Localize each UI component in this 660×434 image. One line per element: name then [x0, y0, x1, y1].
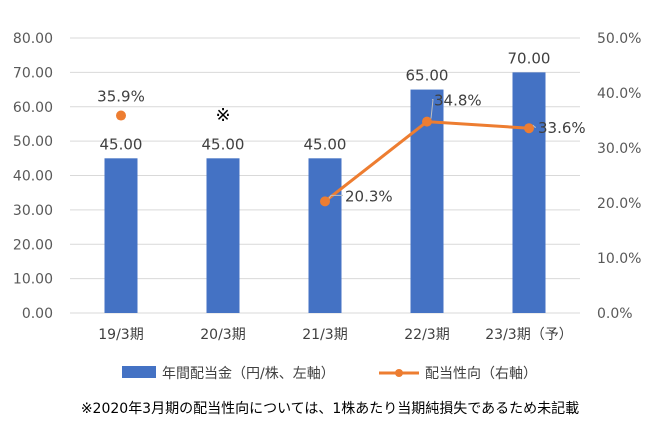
y-left-tick: 0.00 [22, 306, 53, 322]
y-left-tick: 60.00 [13, 100, 53, 116]
y-left-tick: 50.00 [13, 134, 53, 150]
annotation-mark: ※ [215, 105, 230, 126]
label-leader [532, 124, 536, 128]
line-point [524, 123, 534, 134]
x-tick-label: 22/3期 [404, 327, 449, 343]
y-left-tick: 40.00 [13, 169, 53, 185]
y-left-tick: 70.00 [13, 65, 53, 81]
legend-bar-swatch [122, 366, 156, 378]
bar [410, 89, 444, 313]
bar [512, 72, 546, 313]
y-right-tick: 10.0% [597, 251, 641, 267]
line-point [116, 110, 126, 121]
line-point [422, 116, 432, 127]
y-left-tick: 80.00 [13, 31, 53, 47]
y-right-tick: 0.0% [597, 306, 633, 322]
line-point [320, 196, 330, 207]
y-right-tick: 20.0% [597, 196, 641, 212]
label-leader [430, 99, 434, 119]
legend-line-label: 配当性向（右軸） [425, 366, 537, 382]
bar-label: 45.00 [100, 135, 143, 153]
line-label: 35.9% [97, 88, 145, 106]
line-label: 33.6% [538, 119, 586, 137]
y-left-tick: 20.00 [13, 237, 53, 253]
y-left-tick: 10.00 [13, 272, 53, 288]
bar-label: 70.00 [508, 49, 551, 67]
bar-label: 45.00 [202, 135, 245, 153]
footnote: ※2020年3月期の配当性向については、1株あたり当期純損失であるため未記載 [80, 401, 580, 417]
bar-label: 65.00 [406, 67, 449, 85]
bar [308, 158, 342, 313]
bar [104, 158, 138, 313]
y-right-tick: 40.0% [597, 86, 641, 102]
legend-bar-label: 年間配当金（円/株、左軸） [162, 366, 335, 382]
line-label: 20.3% [345, 187, 393, 205]
bar-label: 45.00 [304, 135, 347, 153]
x-tick-label: 21/3期 [302, 327, 347, 343]
y-right-tick: 50.0% [597, 31, 641, 47]
x-tick-label: 20/3期 [200, 327, 245, 343]
label-leader [328, 194, 343, 199]
x-tick-label: 23/3期（予） [485, 327, 572, 343]
y-left-tick: 30.00 [13, 203, 53, 219]
line-label: 34.8% [434, 92, 482, 110]
y-right-tick: 30.0% [597, 141, 641, 157]
bar [206, 158, 240, 313]
legend-line-marker [395, 369, 403, 377]
x-tick-label: 19/3期 [98, 327, 143, 343]
